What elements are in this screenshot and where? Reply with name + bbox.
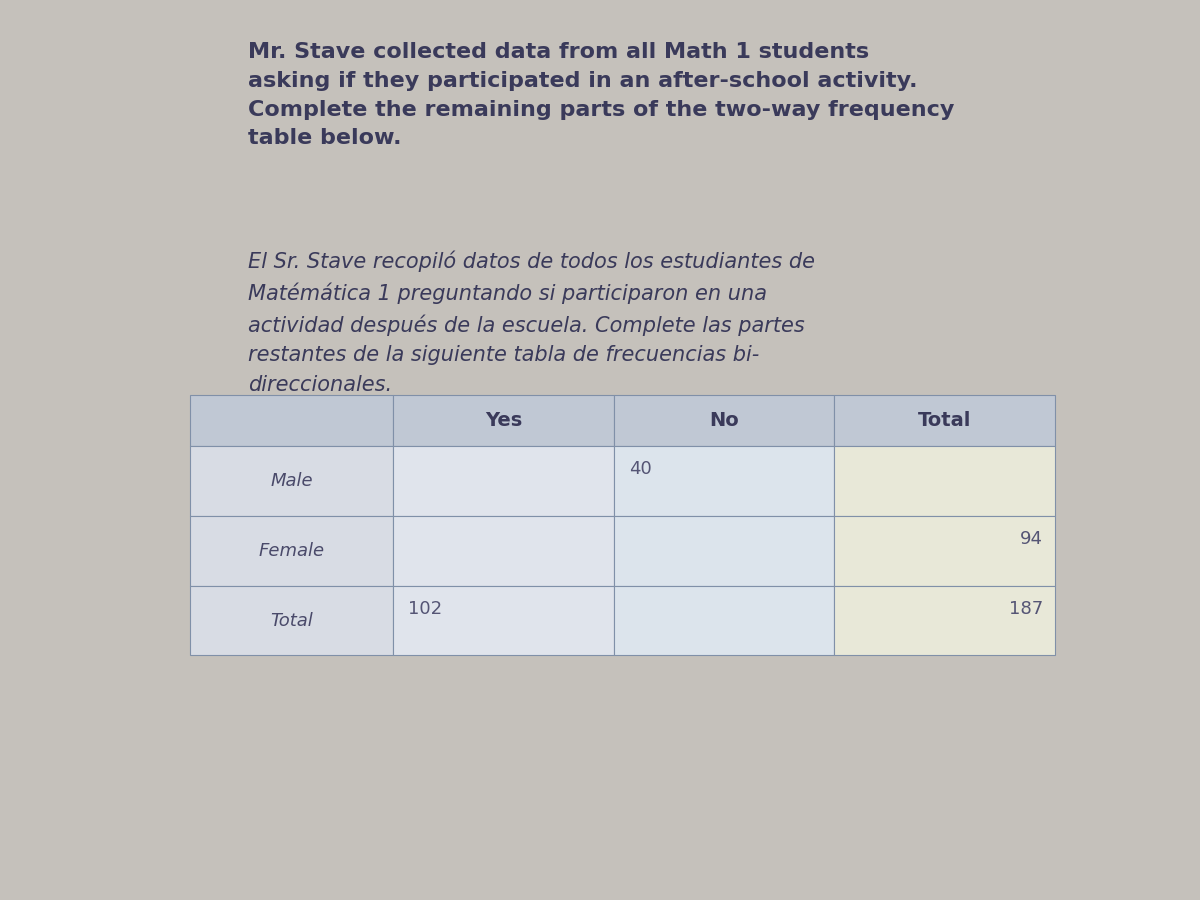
Text: 102: 102 bbox=[408, 600, 443, 618]
Bar bbox=[614, 586, 834, 655]
Bar bbox=[834, 446, 1055, 516]
Text: 94: 94 bbox=[1020, 530, 1043, 548]
Bar bbox=[394, 446, 614, 516]
Bar bbox=[834, 586, 1055, 655]
Bar bbox=[190, 395, 394, 446]
Bar bbox=[614, 516, 834, 586]
Bar bbox=[394, 395, 614, 446]
Bar bbox=[394, 586, 614, 655]
Bar bbox=[190, 586, 394, 655]
Text: No: No bbox=[709, 410, 739, 430]
Bar bbox=[394, 516, 614, 586]
Bar bbox=[614, 395, 834, 446]
Text: El Sr. Stave recopiló datos de todos los estudiantes de
Matémática 1 preguntando: El Sr. Stave recopiló datos de todos los… bbox=[248, 250, 815, 395]
Text: Total: Total bbox=[270, 612, 313, 630]
Bar bbox=[614, 446, 834, 516]
Text: 187: 187 bbox=[1009, 600, 1043, 618]
Text: Mr. Stave collected data from all Math 1 students
asking if they participated in: Mr. Stave collected data from all Math 1… bbox=[248, 42, 954, 148]
Bar bbox=[834, 516, 1055, 586]
Bar bbox=[834, 395, 1055, 446]
Bar bbox=[190, 446, 394, 516]
Text: Total: Total bbox=[918, 410, 972, 430]
Text: Male: Male bbox=[270, 472, 313, 490]
Text: Female: Female bbox=[258, 542, 325, 560]
Text: Yes: Yes bbox=[485, 410, 522, 430]
Bar bbox=[190, 516, 394, 586]
Text: 40: 40 bbox=[629, 460, 652, 478]
